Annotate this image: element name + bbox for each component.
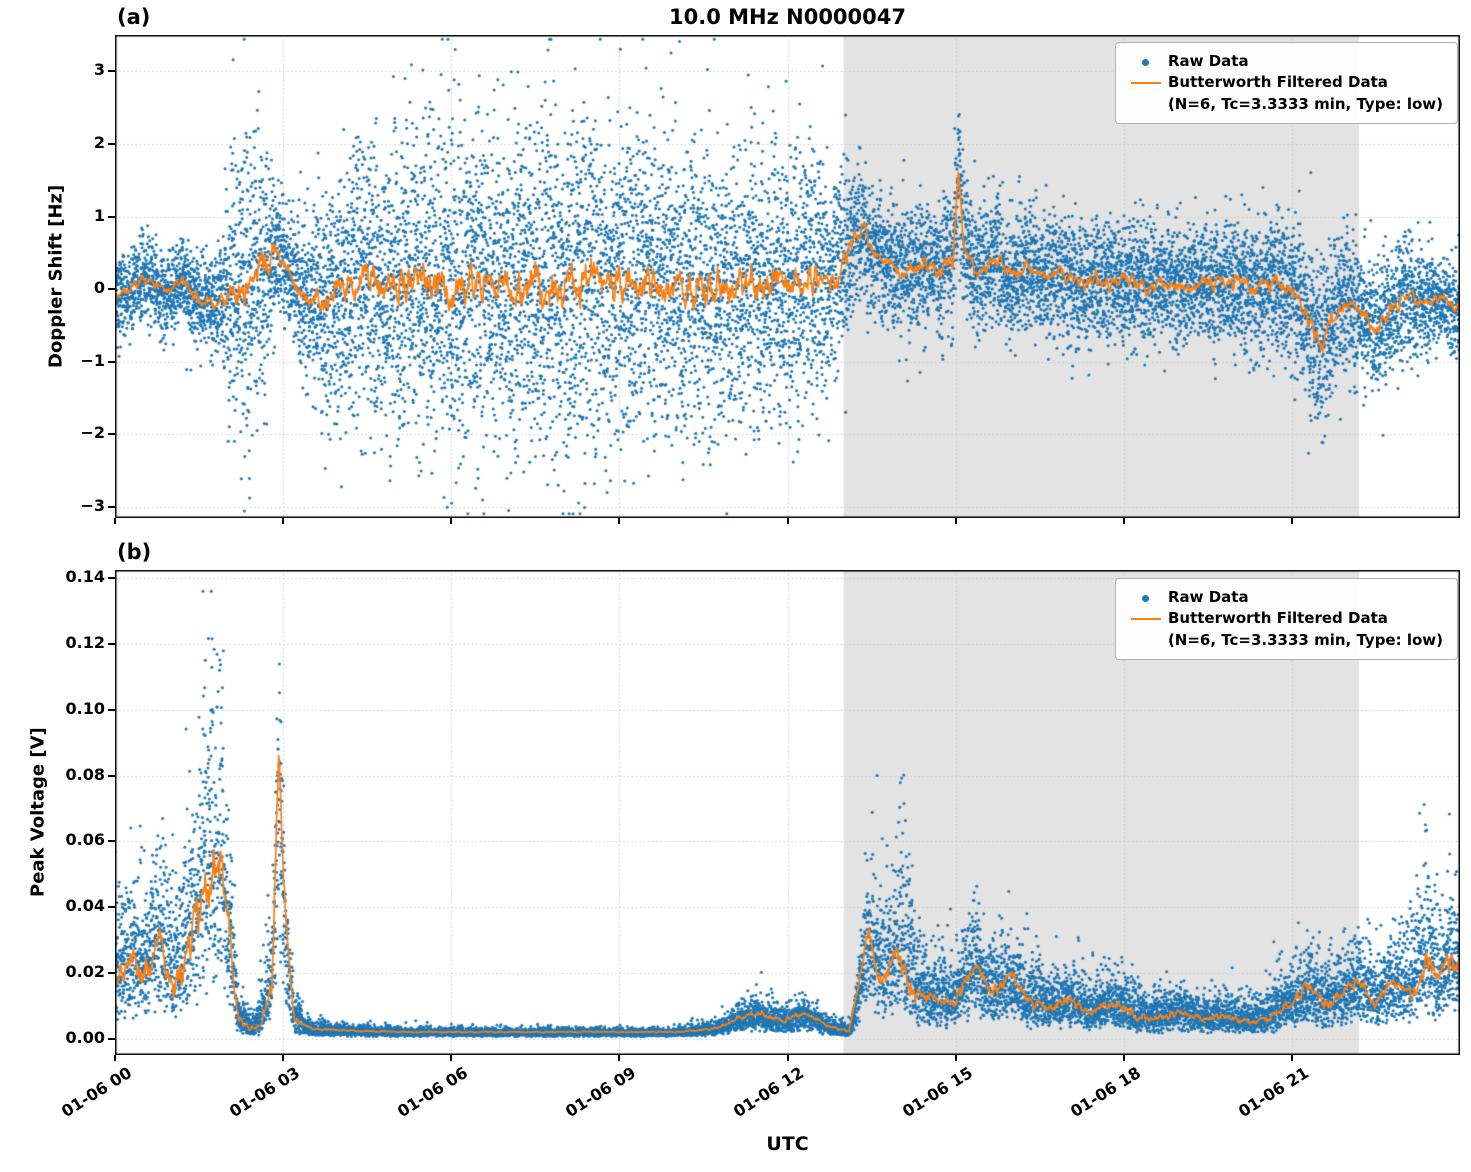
y-tick-mark [108,906,115,909]
x-tick-mark [1122,518,1125,524]
y-tick-label: 0.08 [65,764,105,784]
legend-raw-row: Raw Data [1124,587,1443,608]
y-tick-mark [108,708,115,711]
y-tick-mark [108,142,115,145]
legend-marker-col [1124,608,1168,621]
legend-marker-col [1124,51,1168,66]
x-tick-mark [450,518,453,524]
legend-filtered-label: Butterworth Filtered Data (N=6, Tc=3.333… [1168,72,1443,115]
y-tick-mark [108,70,115,73]
x-tick-mark [1290,1055,1293,1061]
y-tick-mark [108,840,115,843]
x-tick-mark [786,1055,789,1061]
y-tick-mark [108,506,115,509]
y-tick-label: 0.04 [65,896,105,916]
x-tick-label: 01-06 18 [1066,1063,1144,1121]
x-tick-mark [954,1055,957,1061]
filtered-line-marker-icon [1130,82,1161,85]
y-tick-mark [108,360,115,363]
y-tick-label: 0.06 [65,830,105,850]
x-tick-mark [1290,518,1293,524]
y-tick-label: −2 [80,423,105,443]
y-tick-mark [108,1037,115,1040]
y-tick-mark [108,433,115,436]
panel-b-legend: Raw Data Butterworth Filtered Data (N=6,… [1114,578,1458,660]
panel-a-ylabel: Doppler Shift [Hz] [45,184,67,369]
legend-raw-label: Raw Data [1167,52,1249,70]
panel-b-label: (b) [117,540,152,564]
legend-marker-col [1124,72,1168,85]
y-tick-label: 0.00 [65,1027,105,1047]
chart-title: 10.0 MHz N0000047 [669,5,906,29]
raw-data-marker-icon [1142,595,1150,602]
legend-filtered-line2: (N=6, Tc=3.3333 min, Type: low) [1167,630,1443,649]
legend-raw-label: Raw Data [1167,588,1249,606]
legend-raw-row: Raw Data [1124,51,1443,72]
filtered-line-marker-icon [1130,618,1161,621]
y-tick-label: 1 [93,205,105,225]
y-tick-label: 0 [93,278,105,298]
x-axis-label: UTC [766,1133,809,1155]
x-tick-mark [114,1055,116,1061]
x-tick-label: 01-06 15 [898,1063,976,1121]
x-tick-label: 01-06 00 [57,1063,136,1121]
y-tick-mark [108,577,115,580]
x-tick-mark [618,1055,621,1061]
y-tick-label: −3 [80,496,105,516]
y-tick-label: 0.02 [65,961,105,981]
y-tick-mark [108,215,115,218]
y-tick-mark [108,774,115,777]
x-tick-mark [786,518,789,524]
y-tick-label: 0.12 [65,632,105,652]
raw-data-marker-icon [1142,59,1150,66]
y-tick-mark [108,971,115,974]
legend-filtered-line1: Butterworth Filtered Data [1167,73,1388,92]
y-tick-mark [108,288,115,291]
legend-filtered-line1: Butterworth Filtered Data [1167,609,1388,628]
x-tick-mark [618,518,621,524]
y-tick-label: 2 [93,132,105,152]
x-tick-mark [282,1055,285,1061]
legend-filtered-label: Butterworth Filtered Data (N=6, Tc=3.333… [1168,608,1443,651]
x-tick-mark [954,518,957,524]
x-tick-mark [114,518,116,524]
y-tick-mark [108,642,115,645]
legend-filtered-row: Butterworth Filtered Data (N=6, Tc=3.333… [1124,608,1443,651]
x-tick-label: 01-06 12 [730,1063,808,1121]
x-tick-label: 01-06 09 [562,1063,640,1121]
y-tick-label: 0.10 [65,698,105,718]
x-tick-label: 01-06 06 [394,1063,472,1121]
x-tick-mark [282,518,285,524]
legend-filtered-line2: (N=6, Tc=3.3333 min, Type: low) [1167,94,1443,113]
panel-a-label: (a) [117,5,151,29]
y-tick-label: 0.14 [65,567,105,587]
panel-a-legend: Raw Data Butterworth Filtered Data (N=6,… [1114,42,1458,124]
x-tick-mark [1122,1055,1125,1061]
x-tick-label: 01-06 03 [226,1063,304,1121]
x-tick-mark [450,1055,453,1061]
y-tick-label: −1 [80,350,105,370]
legend-filtered-row: Butterworth Filtered Data (N=6, Tc=3.333… [1124,72,1443,115]
y-tick-label: 3 [93,60,105,80]
x-tick-label: 01-06 21 [1234,1063,1312,1121]
legend-marker-col [1124,587,1168,602]
